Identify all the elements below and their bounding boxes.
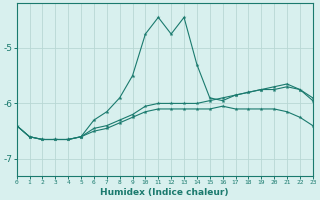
X-axis label: Humidex (Indice chaleur): Humidex (Indice chaleur) xyxy=(100,188,229,197)
